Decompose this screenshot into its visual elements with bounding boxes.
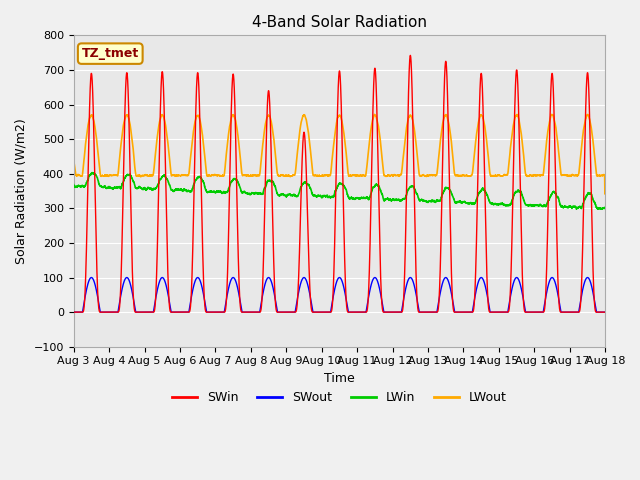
Y-axis label: Solar Radiation (W/m2): Solar Radiation (W/m2): [15, 118, 28, 264]
X-axis label: Time: Time: [324, 372, 355, 385]
Legend: SWin, SWout, LWin, LWout: SWin, SWout, LWin, LWout: [167, 386, 512, 409]
Text: TZ_tmet: TZ_tmet: [82, 47, 139, 60]
Title: 4-Band Solar Radiation: 4-Band Solar Radiation: [252, 15, 427, 30]
